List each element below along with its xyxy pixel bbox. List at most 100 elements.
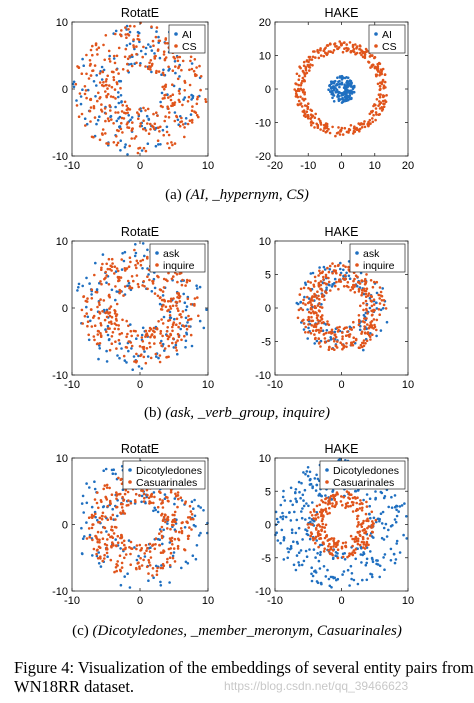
data-point [97, 506, 100, 510]
data-point [109, 114, 113, 118]
data-point [336, 577, 340, 581]
data-point [183, 89, 186, 92]
data-point [148, 345, 152, 349]
data-point [138, 125, 142, 128]
data-point [294, 531, 298, 535]
data-point [137, 117, 140, 120]
data-point [171, 520, 174, 524]
data-point [299, 95, 302, 99]
data-point [132, 45, 136, 49]
data-point [306, 295, 309, 299]
data-point [326, 52, 329, 55]
data-point [337, 80, 340, 84]
data-point [318, 567, 322, 570]
data-point [159, 551, 163, 554]
data-point [139, 49, 143, 53]
data-point [100, 108, 103, 112]
data-point [103, 553, 106, 557]
data-point [281, 495, 285, 499]
data-point [162, 298, 166, 302]
data-point [190, 121, 194, 124]
data-point [314, 325, 318, 329]
data-point [146, 355, 150, 358]
data-point [370, 510, 374, 514]
caption-a: (a) (AI, _hypernym, CS) [0, 187, 474, 204]
data-point [297, 551, 301, 554]
data-point [392, 552, 396, 556]
data-point [323, 526, 327, 529]
data-point [181, 123, 185, 126]
caption-b: (b) (ask, _verb_group, inquire) [0, 405, 474, 422]
data-point [316, 531, 320, 534]
data-point [124, 26, 127, 29]
data-point [340, 495, 343, 498]
data-point [157, 39, 161, 43]
data-point [180, 499, 184, 502]
data-point [72, 80, 76, 84]
data-point [329, 545, 333, 549]
data-point [195, 66, 198, 69]
data-point [176, 280, 179, 284]
data-point [147, 132, 151, 135]
data-point [303, 295, 306, 299]
data-point [99, 70, 102, 73]
data-point [335, 89, 339, 93]
data-point [307, 526, 311, 529]
data-point [184, 122, 187, 125]
caption-b-label: (b) [144, 405, 162, 421]
data-point [132, 329, 136, 333]
data-point [375, 334, 378, 338]
data-point [333, 277, 337, 281]
data-point [310, 319, 313, 323]
data-point [153, 506, 156, 510]
data-point [164, 520, 167, 524]
data-point [105, 498, 109, 501]
data-point [149, 356, 153, 360]
data-point [325, 329, 329, 332]
data-point [171, 329, 174, 333]
x-tick-label: 0 [338, 595, 344, 607]
data-point [130, 334, 133, 338]
data-point [166, 300, 170, 303]
data-point [359, 271, 363, 275]
data-point [163, 347, 167, 350]
data-point [301, 90, 305, 94]
data-point [104, 467, 108, 471]
data-point [166, 326, 169, 329]
data-point [132, 279, 135, 283]
data-point [357, 314, 361, 317]
data-point [302, 110, 306, 114]
data-point [342, 268, 345, 272]
y-tick-label: 5 [265, 270, 271, 282]
legend-marker [128, 480, 132, 484]
data-point [162, 286, 166, 289]
data-point [107, 49, 111, 53]
data-point [361, 578, 364, 582]
data-point [103, 58, 106, 62]
data-point [314, 279, 317, 283]
data-point [128, 586, 132, 589]
data-point [127, 503, 130, 507]
data-point [153, 122, 157, 126]
data-point [378, 575, 382, 579]
data-point [361, 553, 365, 557]
data-point [160, 344, 163, 348]
data-point [320, 513, 323, 516]
data-point [286, 547, 289, 550]
data-point [365, 578, 369, 582]
data-point [290, 531, 294, 534]
data-point [324, 51, 327, 54]
data-point [89, 97, 93, 101]
data-point [347, 82, 351, 86]
data-point [133, 248, 136, 252]
data-point [84, 299, 88, 303]
data-point [82, 511, 85, 514]
data-point [197, 115, 200, 119]
data-point [137, 285, 140, 289]
data-point [89, 74, 93, 77]
data-point [309, 113, 313, 116]
data-point [405, 515, 408, 518]
data-point [126, 111, 129, 115]
data-point [104, 90, 107, 93]
data-point [110, 265, 114, 269]
